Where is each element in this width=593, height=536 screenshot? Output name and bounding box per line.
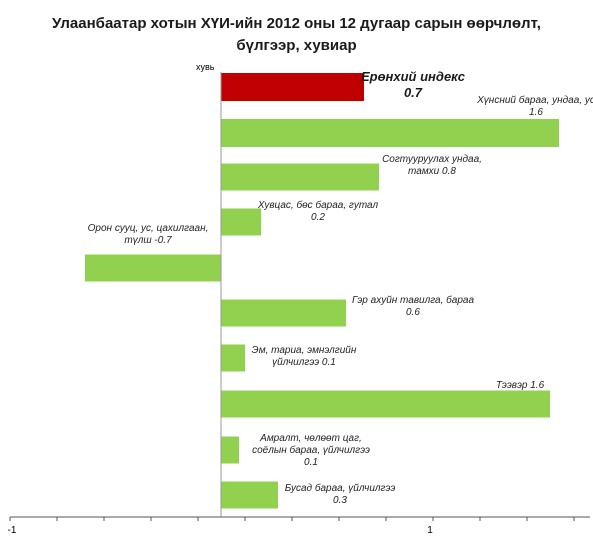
bar-label-3-line-1: 0.2: [311, 212, 325, 223]
bar-label-8-line-2: 0.1: [304, 457, 318, 468]
bar-group-2: [221, 163, 379, 191]
bar-group-6: [221, 344, 245, 372]
x-axis: хувь -1 1: [8, 62, 590, 536]
bar-group-1: [221, 119, 559, 147]
bar-label-1-line-0: Хүнсний бараа, ундаа, ус: [476, 94, 593, 106]
bar-label-9-line-0: Бусад бараа, үйлчилгээ: [285, 482, 396, 494]
bar-label-8-line-1: соёлын бараа, үйлчилгээ: [252, 444, 370, 456]
bar-group-3: [221, 208, 261, 236]
bar-label-5-line-1: 0.6: [406, 307, 420, 318]
bar-label-8-line-0: Амралт, чөлөөт цаг,: [259, 433, 362, 444]
bar-label-2-line-1: тамхи 0.8: [408, 166, 456, 177]
bar-label-3-line-0: Хувцас, бөс бараа, гутал: [257, 199, 379, 211]
unit-label: хувь: [196, 62, 215, 72]
bar-label-0-line-1: 0.7: [404, 85, 423, 100]
chart-title-line-2: бүлгээр, хувиар: [236, 37, 357, 54]
x-tick-label-0: -1: [8, 525, 17, 536]
bar-group-8: [221, 436, 239, 464]
bar-general-index: [221, 73, 364, 101]
chart-title-line-1: Улаанбаатар хотын ХҮИ-ийн 2012 оны 12 ду…: [52, 15, 541, 32]
bar-group-5: [221, 299, 346, 327]
bar-group-7: [221, 390, 550, 418]
bar-label-4-line-0: Орон сууц, ус, цахилгаан,: [88, 223, 209, 234]
bar-label-6-line-0: Эм, тариа, эмнэлгийн: [252, 345, 357, 356]
bar-label-0-line-0: Ерөнхий индекс: [361, 69, 466, 84]
x-tick-label-1: 1: [427, 525, 433, 536]
bar-label-6-line-1: үйлчилгээ 0.1: [272, 357, 336, 368]
bar-label-4-line-1: түлш -0.7: [124, 235, 172, 246]
bar-label-9-line-1: 0.3: [333, 495, 347, 506]
bar-group-4: [85, 254, 221, 282]
bar-group-9: [221, 481, 278, 509]
bar-label-5-line-0: Гэр ахуйн тавилга, бараа: [352, 294, 475, 306]
bar-label-2-line-0: Согтууруулах ундаа,: [382, 154, 482, 165]
bar-label-1-line-1: 1.6: [529, 107, 543, 118]
bar-label-7-line-0: Тээвэр 1.6: [496, 380, 545, 391]
